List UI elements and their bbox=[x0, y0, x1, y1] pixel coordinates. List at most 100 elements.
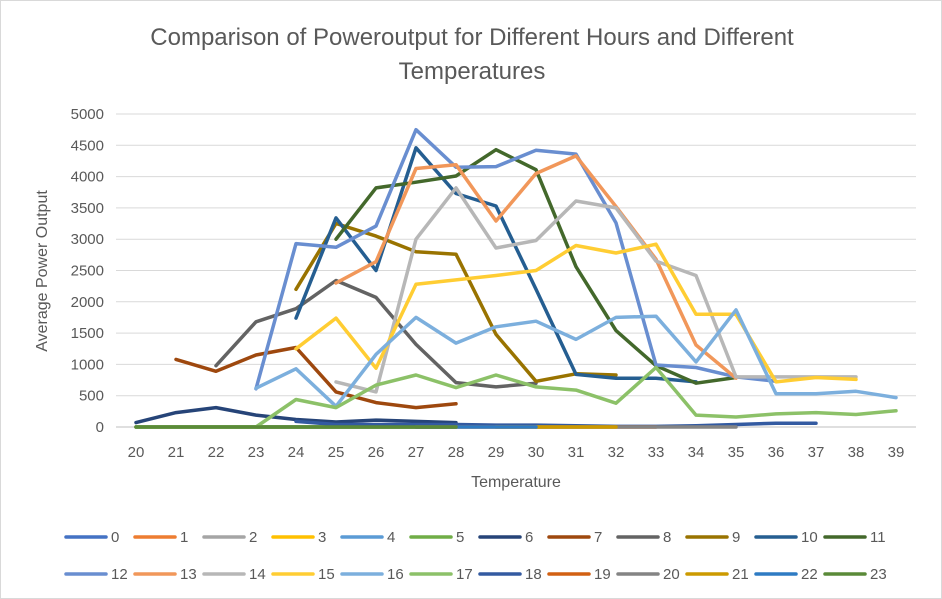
x-tick-label: 30 bbox=[528, 444, 545, 461]
legend-label: 7 bbox=[594, 529, 602, 546]
legend-item-19: 19 bbox=[547, 566, 611, 583]
y-tick-label: 0 bbox=[96, 419, 104, 436]
x-tick-label: 24 bbox=[288, 444, 305, 461]
y-axis-ticks: 0 500 1000 1500 2000 2500 3000 3500 4000 4500 5000 bbox=[71, 106, 104, 436]
legend-label: 14 bbox=[249, 566, 266, 583]
x-tick-label: 25 bbox=[328, 444, 345, 461]
x-tick-label: 38 bbox=[848, 444, 865, 461]
legend-item-22: 22 bbox=[754, 566, 818, 583]
legend-item-10: 10 bbox=[754, 529, 818, 546]
legend-item-1: 1 bbox=[133, 529, 188, 546]
series-line-6 bbox=[134, 405, 458, 425]
legend-label: 13 bbox=[180, 566, 197, 583]
legend-label: 8 bbox=[663, 529, 671, 546]
legend-item-12: 12 bbox=[64, 566, 128, 583]
series-line-9 bbox=[294, 221, 618, 384]
legend-item-23: 23 bbox=[823, 566, 887, 583]
gridlines bbox=[116, 113, 916, 428]
x-tick-label: 35 bbox=[728, 444, 745, 461]
y-tick-label: 500 bbox=[79, 388, 104, 405]
legend-label: 19 bbox=[594, 566, 611, 583]
legend-label: 9 bbox=[732, 529, 740, 546]
x-tick-label: 21 bbox=[168, 444, 185, 461]
legend-item-21: 21 bbox=[685, 566, 749, 583]
x-axis-title: Temperature bbox=[471, 474, 561, 491]
legend-label: 0 bbox=[111, 529, 119, 546]
legend-label: 6 bbox=[525, 529, 533, 546]
legend-item-0: 0 bbox=[64, 529, 119, 546]
y-tick-label: 1000 bbox=[71, 356, 104, 373]
series-line-13 bbox=[334, 154, 738, 380]
x-tick-label: 29 bbox=[488, 444, 505, 461]
x-tick-label: 36 bbox=[768, 444, 785, 461]
legend-label: 11 bbox=[870, 529, 886, 546]
series-line-7 bbox=[174, 345, 458, 410]
legend-label: 15 bbox=[318, 566, 335, 583]
legend-label: 2 bbox=[249, 529, 257, 546]
series-line-8 bbox=[214, 278, 538, 389]
y-tick-label: 5000 bbox=[71, 106, 104, 123]
y-axis-title: Average Power Output bbox=[34, 190, 51, 352]
legend-item-5: 5 bbox=[409, 529, 464, 546]
legend-label: 3 bbox=[318, 529, 326, 546]
legend-label: 22 bbox=[801, 566, 818, 583]
legend-item-9: 9 bbox=[685, 529, 740, 546]
legend-label: 20 bbox=[663, 566, 680, 583]
y-tick-label: 1500 bbox=[71, 325, 104, 342]
legend-item-11: 11 bbox=[823, 529, 886, 546]
legend-label: 17 bbox=[456, 566, 473, 583]
series-line-12 bbox=[254, 127, 778, 391]
legend-label: 1 bbox=[180, 529, 188, 546]
legend-item-6: 6 bbox=[478, 529, 533, 546]
x-tick-label: 32 bbox=[608, 444, 625, 461]
legend-label: 4 bbox=[387, 529, 395, 546]
x-tick-label: 37 bbox=[808, 444, 825, 461]
x-tick-label: 26 bbox=[368, 444, 385, 461]
x-tick-label: 28 bbox=[448, 444, 465, 461]
x-tick-label: 33 bbox=[648, 444, 665, 461]
y-tick-label: 2500 bbox=[71, 263, 104, 280]
legend-label: 16 bbox=[387, 566, 404, 583]
legend-item-7: 7 bbox=[547, 529, 602, 546]
legend-label: 21 bbox=[732, 566, 749, 583]
legend-label: 18 bbox=[525, 566, 542, 583]
x-tick-label: 31 bbox=[568, 444, 585, 461]
y-tick-label: 4000 bbox=[71, 169, 104, 186]
x-tick-label: 34 bbox=[688, 444, 705, 461]
x-tick-label: 39 bbox=[888, 444, 905, 461]
series-line-17 bbox=[134, 365, 898, 429]
chart-title: Comparison of Poweroutput for Different … bbox=[61, 21, 883, 89]
legend-item-18: 18 bbox=[478, 566, 542, 583]
legend-item-8: 8 bbox=[616, 529, 671, 546]
chart-title-line-2: Temperatures bbox=[398, 58, 546, 85]
legend-item-14: 14 bbox=[202, 566, 266, 583]
series-line-10 bbox=[294, 146, 698, 384]
legend-label: 10 bbox=[801, 529, 818, 546]
legend-label: 12 bbox=[111, 566, 128, 583]
legend-item-13: 13 bbox=[133, 566, 197, 583]
legend-label: 5 bbox=[456, 529, 464, 546]
y-tick-label: 3000 bbox=[71, 231, 104, 248]
x-tick-label: 20 bbox=[128, 444, 145, 461]
legend-item-4: 4 bbox=[340, 529, 395, 546]
x-axis-ticks: 20 21 22 23 24 25 26 27 28 29 30 31 32 33 34 35 36 37 38 39 bbox=[128, 444, 905, 461]
series-line-16 bbox=[254, 308, 898, 409]
data-series bbox=[134, 127, 898, 429]
x-tick-label: 23 bbox=[248, 444, 265, 461]
legend-label: 23 bbox=[870, 566, 887, 583]
legend-item-16: 16 bbox=[340, 566, 404, 583]
x-tick-label: 22 bbox=[208, 444, 225, 461]
y-tick-label: 3500 bbox=[71, 200, 104, 217]
chart-title-line-1: Comparison of Poweroutput for Different … bbox=[150, 24, 794, 51]
series-line-11 bbox=[334, 147, 738, 385]
legend-item-17: 17 bbox=[409, 566, 473, 583]
legend-item-2: 2 bbox=[202, 529, 257, 546]
y-tick-label: 4500 bbox=[71, 137, 104, 154]
y-tick-label: 2000 bbox=[71, 294, 104, 311]
legend-item-20: 20 bbox=[616, 566, 680, 583]
legend-item-15: 15 bbox=[271, 566, 335, 583]
legend-item-3: 3 bbox=[271, 529, 326, 546]
x-tick-label: 27 bbox=[408, 444, 425, 461]
